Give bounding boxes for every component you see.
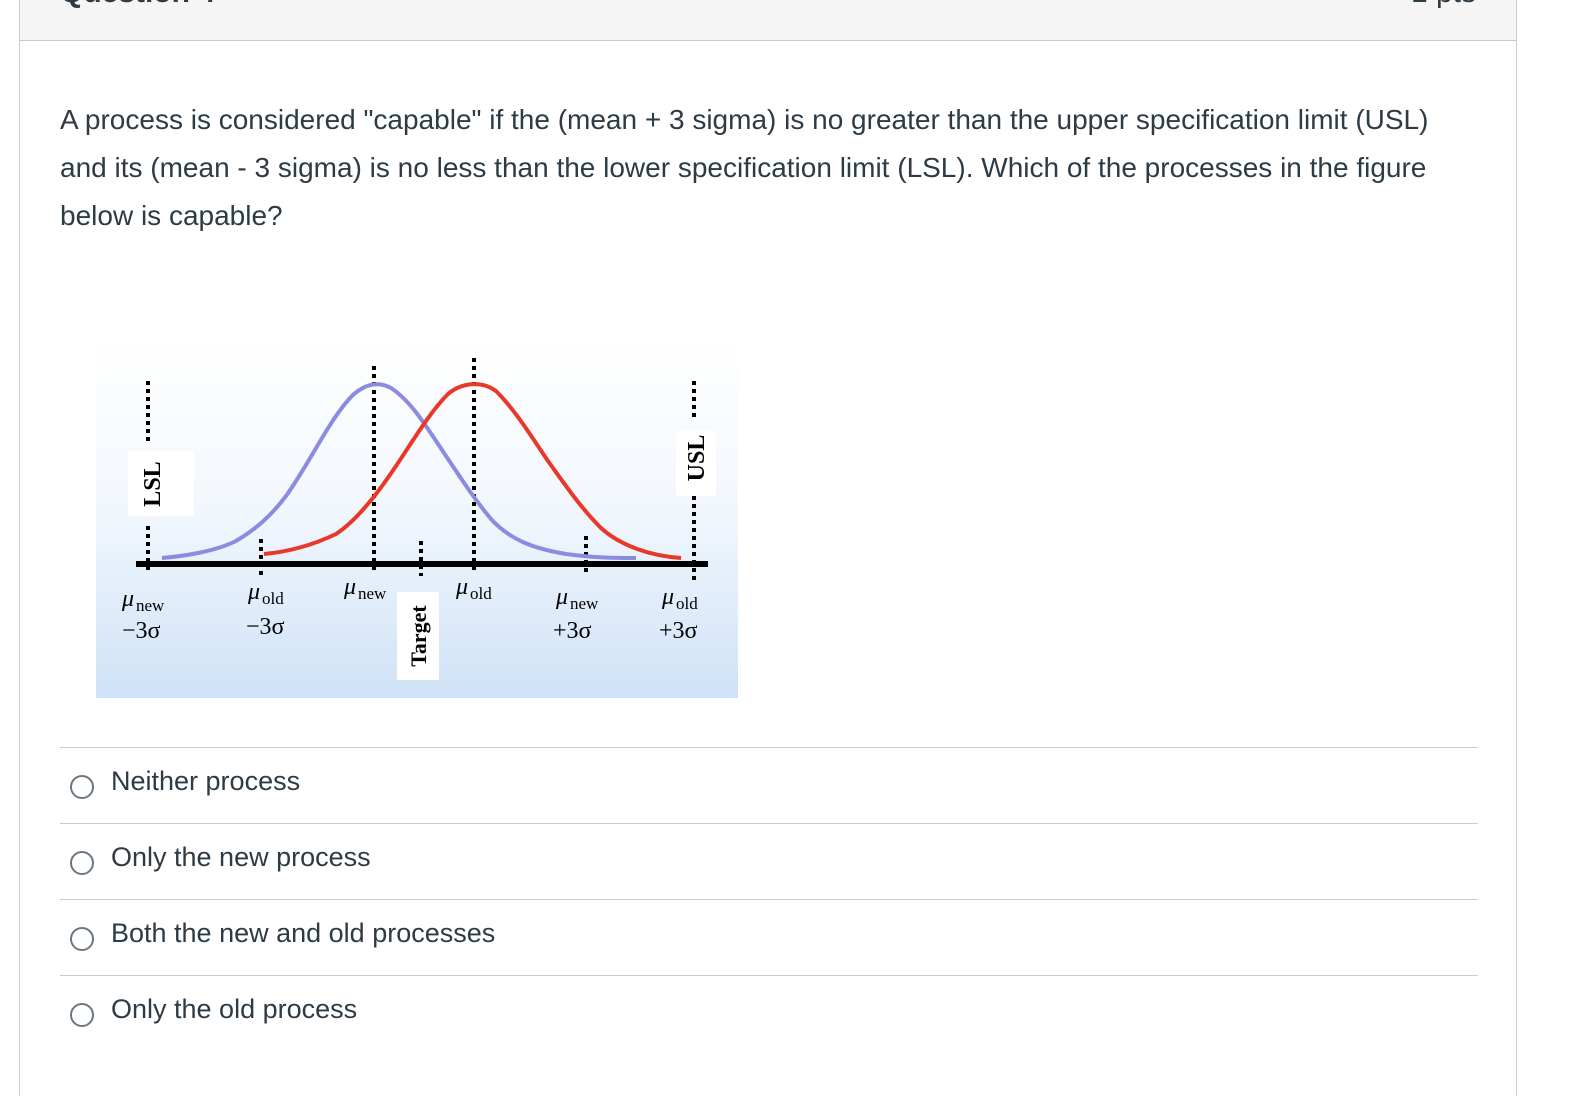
label-old-plus-3sigma: μ old +3σ — [659, 584, 698, 644]
question-card: Question 4 1 pts A process is considered… — [19, 0, 1517, 1096]
lsl-label-box — [128, 451, 194, 516]
process-capability-figure: LSL USL Target μ new −3σ μ old −3σ μ new… — [96, 336, 738, 698]
radio-button[interactable] — [70, 1003, 94, 1027]
sigma-offset: −3σ — [122, 618, 161, 644]
question-points: 1 pts — [1411, 0, 1476, 10]
mu-symbol: μ — [247, 579, 260, 605]
answer-option-3[interactable]: Both the new and old processes — [60, 899, 1478, 975]
mu-subscript-old: old — [676, 594, 698, 613]
answer-label[interactable]: Neither process — [111, 766, 301, 796]
mu-subscript-new: new — [570, 594, 599, 613]
label-mu-new: μ new — [343, 574, 387, 603]
new-process-curve — [161, 382, 637, 560]
mu-symbol: μ — [455, 574, 468, 600]
question-header: Question 4 1 pts — [20, 0, 1516, 41]
mu-subscript-new: new — [358, 584, 387, 603]
answer-label[interactable]: Both the new and old processes — [111, 918, 496, 948]
mu-symbol: μ — [661, 584, 674, 610]
answer-label[interactable]: Only the new process — [111, 842, 371, 872]
radio-button[interactable] — [70, 775, 94, 799]
question-title: Question 4 — [60, 0, 215, 10]
usl-label-box — [676, 431, 716, 496]
label-new-minus-3sigma: μ new −3σ — [121, 586, 165, 644]
mu-symbol: μ — [343, 574, 356, 600]
label-mu-old: μ old — [455, 574, 492, 603]
answer-list: Neither process Only the new process Bot… — [60, 747, 1478, 1051]
target-label: Target — [406, 605, 431, 667]
mu-subscript-new: new — [136, 596, 165, 615]
mu-symbol: μ — [555, 584, 568, 610]
target-label-box — [397, 592, 439, 680]
answer-option-1[interactable]: Neither process — [60, 747, 1478, 823]
answer-option-2[interactable]: Only the new process — [60, 823, 1478, 899]
question-text: A process is considered "capable" if the… — [60, 104, 1429, 231]
radio-button[interactable] — [70, 851, 94, 875]
answer-option-4[interactable]: Only the old process — [60, 975, 1478, 1051]
usl-label: USL — [684, 435, 710, 482]
mu-subscript-old: old — [470, 584, 492, 603]
distribution-diagram: LSL USL Target μ new −3σ μ old −3σ μ new… — [96, 336, 738, 698]
mu-subscript-old: old — [262, 589, 284, 608]
label-new-plus-3sigma: μ new +3σ — [553, 584, 599, 644]
sigma-offset: −3σ — [246, 614, 285, 640]
old-process-curve — [263, 382, 682, 560]
sigma-offset: +3σ — [659, 618, 698, 644]
radio-button[interactable] — [70, 927, 94, 951]
lsl-label: LSL — [140, 461, 166, 506]
label-old-minus-3sigma: μ old −3σ — [246, 579, 285, 640]
sigma-offset: +3σ — [553, 618, 592, 644]
answer-label[interactable]: Only the old process — [111, 994, 358, 1024]
mu-symbol: μ — [121, 586, 134, 612]
